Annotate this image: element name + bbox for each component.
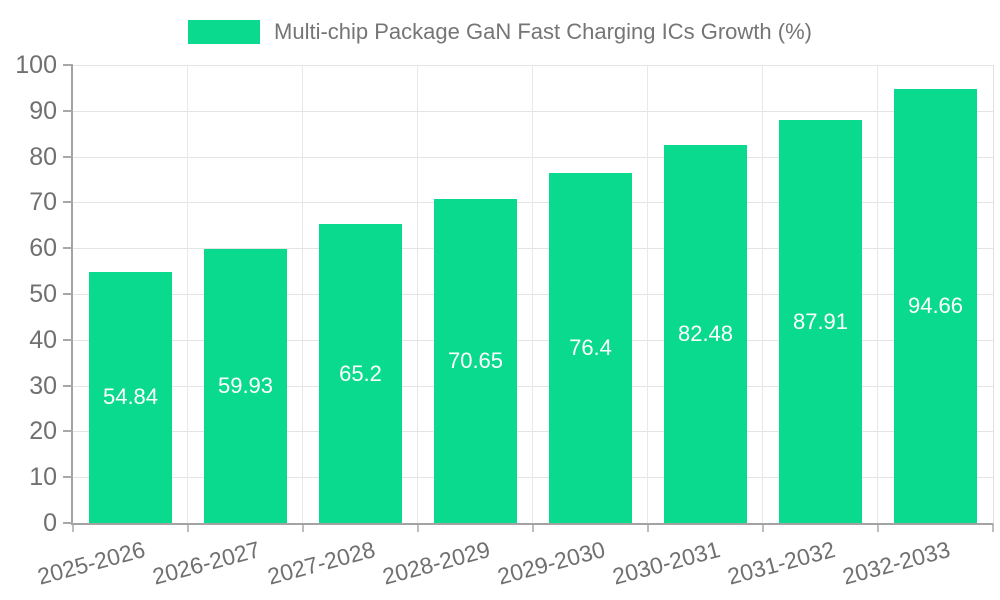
x-axis-label: 2028-2029 xyxy=(379,536,493,590)
gridline-vertical xyxy=(647,65,648,523)
x-axis-label: 2025-2026 xyxy=(34,536,148,590)
bar xyxy=(204,248,287,523)
bar xyxy=(89,271,172,523)
x-tick-mark xyxy=(187,525,189,532)
chart-title: Multi-chip Package GaN Fast Charging ICs… xyxy=(274,19,812,44)
bar xyxy=(664,145,747,523)
x-axis-label: 2031-2032 xyxy=(724,536,838,590)
bar-value-label: 82.48 xyxy=(677,321,734,347)
x-axis-label: 2026-2027 xyxy=(149,536,263,590)
gridline-vertical xyxy=(877,65,878,523)
y-tick-label: 0 xyxy=(43,509,57,537)
x-axis-label: 2027-2028 xyxy=(264,536,378,590)
legend-swatch xyxy=(188,20,261,44)
gridline-vertical xyxy=(532,65,533,523)
x-tick-mark xyxy=(762,525,764,532)
bar-value-label: 94.66 xyxy=(907,293,964,319)
bar-value-label: 54.84 xyxy=(102,384,159,410)
y-tick-label: 20 xyxy=(29,417,57,446)
bar xyxy=(894,89,977,523)
bar-value-label: 70.65 xyxy=(447,348,504,374)
plot-area: 54.84 59.93 65.2 70.65 76.4 82.48 87.91 94.66 xyxy=(71,65,994,525)
gridline-horizontal xyxy=(73,248,993,250)
gridline-horizontal xyxy=(73,202,993,204)
gridline-vertical xyxy=(187,65,188,523)
bar-value-label: 76.4 xyxy=(569,335,612,361)
x-axis-label: 2032-2033 xyxy=(839,536,953,590)
y-tick-label: 50 xyxy=(29,280,57,308)
legend: Multi-chip Package GaN Fast Charging ICs… xyxy=(0,14,1000,50)
bar-value-label: 87.91 xyxy=(792,308,849,334)
bar xyxy=(779,120,862,523)
bar xyxy=(434,199,517,523)
x-tick-mark xyxy=(992,525,994,532)
x-tick-mark xyxy=(877,525,879,532)
y-tick-label: 90 xyxy=(29,96,57,125)
y-tick-label: 100 xyxy=(15,51,57,79)
gridline-vertical xyxy=(762,65,763,523)
y-tick-label: 60 xyxy=(29,234,57,263)
bar xyxy=(549,173,632,523)
gridline-horizontal xyxy=(73,156,993,158)
x-axis-label: 2029-2030 xyxy=(494,536,608,590)
y-tick-label: 30 xyxy=(29,371,57,400)
bar-value-label: 59.93 xyxy=(217,372,274,398)
gridline-horizontal xyxy=(73,110,993,112)
x-tick-mark xyxy=(647,525,649,532)
gridline-horizontal xyxy=(73,65,993,66)
bar-value-label: 65.2 xyxy=(339,360,382,386)
gridline-vertical xyxy=(302,65,303,523)
gridline-horizontal xyxy=(73,294,993,295)
y-tick-label: 70 xyxy=(29,188,57,217)
y-tick-label: 80 xyxy=(29,142,57,171)
gridline-horizontal xyxy=(73,385,993,387)
x-axis-label: 2030-2031 xyxy=(609,536,723,590)
y-tick-label: 10 xyxy=(29,463,57,492)
x-tick-mark xyxy=(72,525,74,532)
gridline-horizontal xyxy=(73,477,993,479)
y-tick-label: 40 xyxy=(29,325,57,354)
gridline-horizontal xyxy=(73,431,993,433)
gridline-horizontal xyxy=(73,339,993,341)
gridline-vertical xyxy=(417,65,418,523)
x-tick-mark xyxy=(302,525,304,532)
bar xyxy=(319,224,402,523)
x-tick-mark xyxy=(532,525,534,532)
x-tick-mark xyxy=(417,525,419,532)
